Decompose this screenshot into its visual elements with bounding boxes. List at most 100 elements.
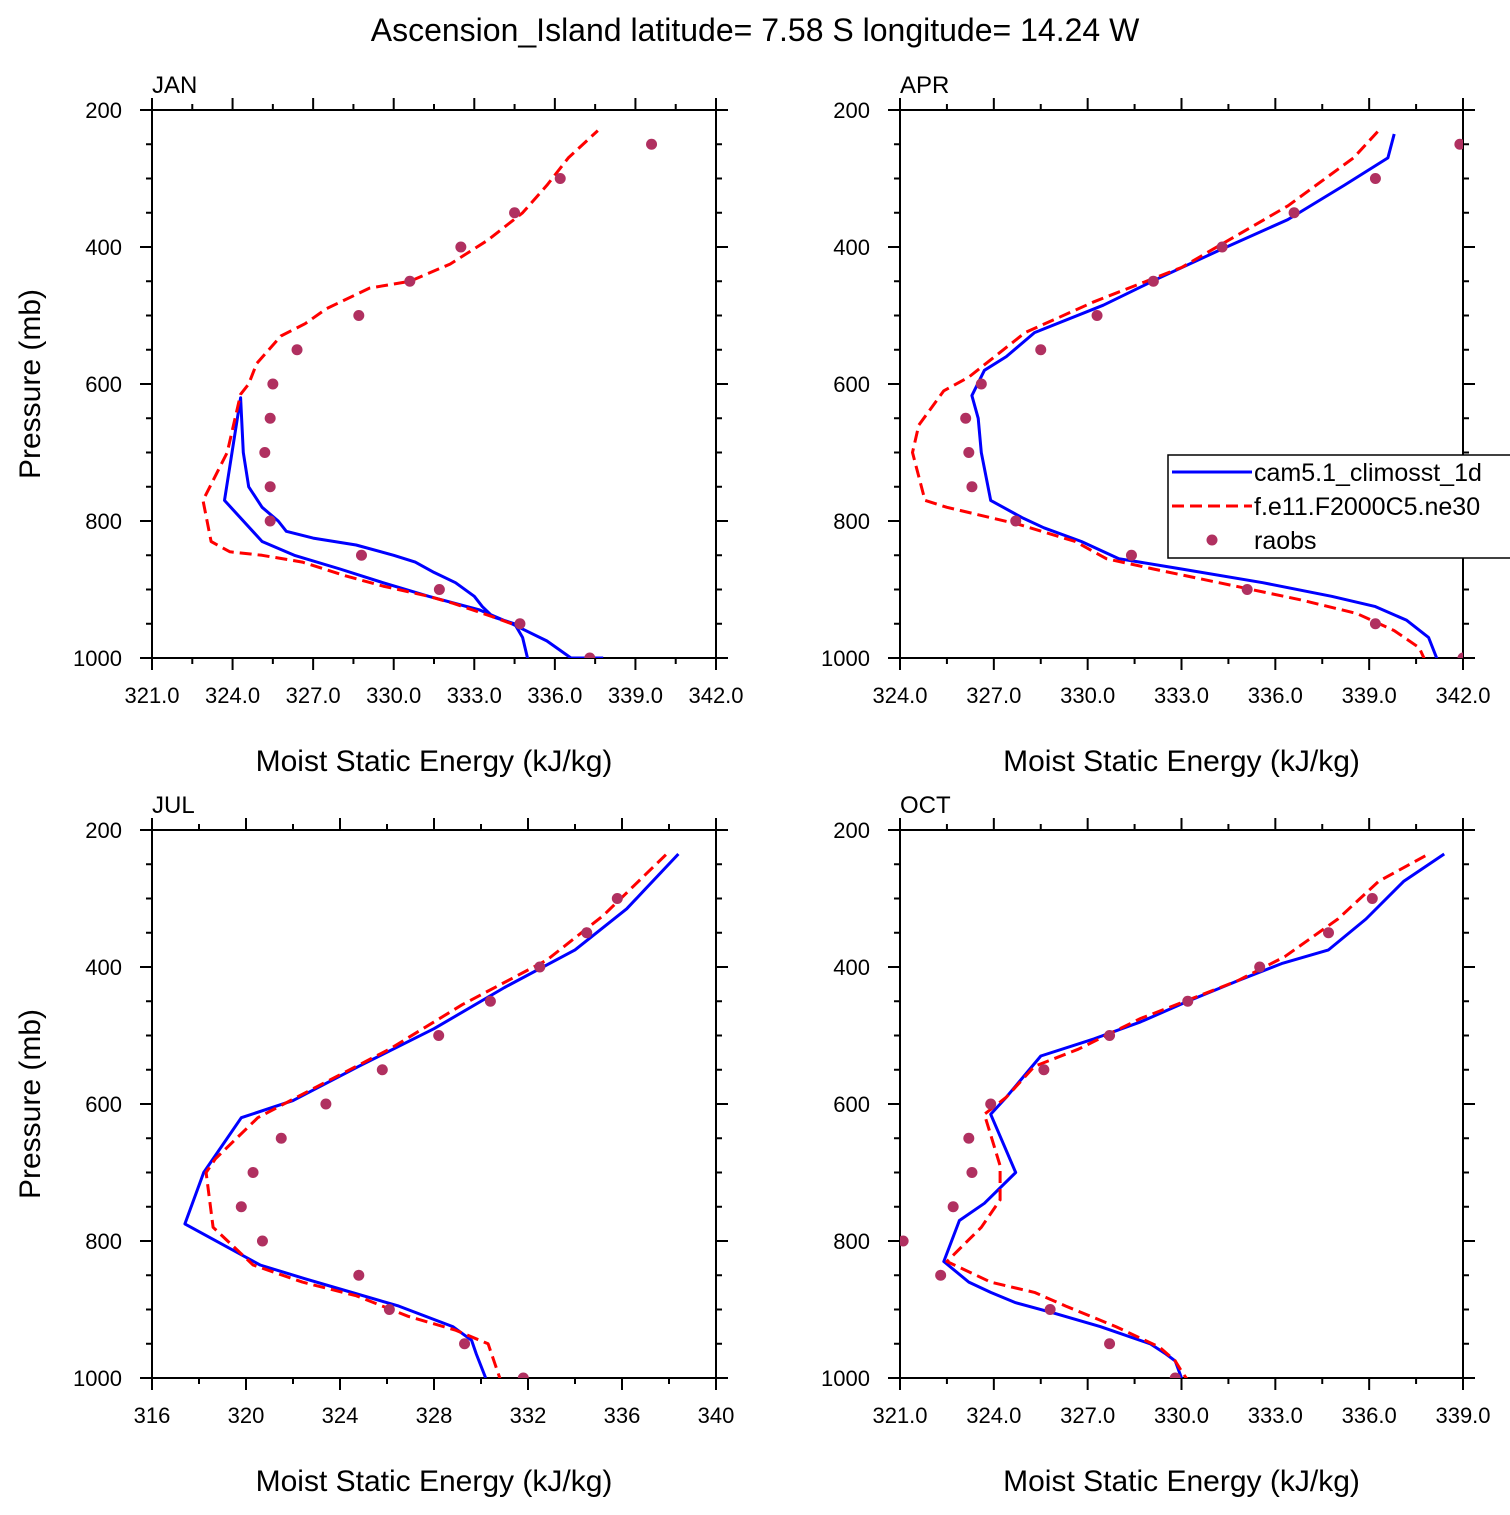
panel-oct: 321.0 324.0 327.0 330.0 333.0 336.0 339.0 200 40… bbox=[821, 792, 1490, 1498]
data-layer bbox=[900, 852, 1446, 1378]
raobs-point bbox=[376, 1064, 388, 1076]
raobs-point bbox=[383, 1304, 395, 1315]
raobs-point bbox=[1241, 584, 1253, 595]
raobs-point bbox=[1147, 275, 1159, 287]
raobs-point bbox=[534, 961, 546, 973]
x-tick-label: 324.0 bbox=[966, 1403, 1021, 1428]
y-tick-label: 600 bbox=[833, 372, 870, 397]
y-tick-label: 200 bbox=[833, 98, 870, 123]
panel-label: APR bbox=[900, 72, 949, 99]
raobs-point bbox=[611, 893, 623, 904]
y-tick-label: 200 bbox=[833, 818, 870, 843]
raobs-point bbox=[247, 1167, 259, 1178]
x-tick-label: 328 bbox=[416, 1403, 453, 1428]
raobs-point bbox=[935, 1269, 947, 1281]
raobs-point bbox=[584, 652, 596, 658]
x-tick-label: 330.0 bbox=[1060, 683, 1115, 708]
plot-frame bbox=[899, 829, 1464, 1379]
x-axis-title: Moist Static Energy (kJ/kg) bbox=[256, 745, 613, 778]
raobs-point bbox=[1254, 961, 1266, 973]
raobs-point bbox=[1457, 652, 1463, 658]
series-line-cam5-1-climosst-1d bbox=[942, 852, 1446, 1378]
raobs-point bbox=[1169, 1372, 1181, 1378]
y-tick-label: 800 bbox=[85, 509, 122, 534]
raobs-point bbox=[1323, 927, 1335, 939]
y-tick-label: 1000 bbox=[73, 1366, 122, 1391]
raobs-point bbox=[256, 1235, 268, 1247]
legend-label-raobs: raobs bbox=[1254, 527, 1317, 555]
y-tick-label: 1000 bbox=[821, 646, 870, 671]
raobs-point bbox=[900, 1235, 909, 1247]
raobs-point bbox=[1288, 207, 1300, 219]
x-tick-label: 342.0 bbox=[688, 683, 743, 708]
series-line-f-e11-f2000c5-ne30 bbox=[911, 129, 1426, 658]
x-tick-label: 333.0 bbox=[1154, 683, 1209, 708]
panel-label: JAN bbox=[152, 72, 197, 99]
x-tick-label: 324 bbox=[322, 1403, 359, 1428]
raobs-point bbox=[975, 378, 987, 390]
legend-label-f-e11-f2000c5-ne30: f.e11.F2000C5.ne30 bbox=[1254, 493, 1480, 521]
y-tick-label: 400 bbox=[85, 235, 122, 260]
raobs-point bbox=[960, 412, 972, 424]
raobs-point bbox=[355, 549, 367, 561]
raobs-point bbox=[320, 1098, 332, 1110]
y-tick-label: 400 bbox=[833, 235, 870, 260]
raobs-point bbox=[1125, 549, 1137, 561]
x-tick-label: 330.0 bbox=[1154, 1403, 1209, 1428]
raobs-point bbox=[554, 173, 566, 184]
legend: cam5.1_climosst_1d f.e11.F2000C5.ne30 raob… bbox=[1167, 454, 1510, 559]
raobs-point bbox=[1454, 138, 1463, 150]
series-line-f-e11-f2000c5-ne30 bbox=[201, 129, 599, 626]
raobs-point bbox=[1369, 618, 1381, 630]
raobs-point bbox=[963, 447, 975, 458]
y-axis-title: Pressure (mb) bbox=[14, 289, 47, 479]
y-tick-label: 1000 bbox=[821, 1366, 870, 1391]
raobs-point bbox=[353, 1269, 365, 1281]
x-axis-title: Moist Static Energy (kJ/kg) bbox=[256, 1465, 613, 1498]
y-tick-label: 600 bbox=[85, 1092, 122, 1117]
x-tick-label: 321.0 bbox=[872, 1403, 927, 1428]
x-tick-label: 330.0 bbox=[366, 683, 421, 708]
x-axis-title: Moist Static Energy (kJ/kg) bbox=[1003, 745, 1360, 778]
raobs-point bbox=[433, 1030, 445, 1041]
raobs-point bbox=[1366, 893, 1378, 904]
raobs-point bbox=[963, 1132, 975, 1144]
x-tick-label: 339.0 bbox=[1435, 1403, 1490, 1428]
x-tick-label: 339.0 bbox=[1342, 683, 1397, 708]
panel-jul: 316 320 324 328 332 336 340 200 400 600 800 1000 JUL… bbox=[14, 792, 734, 1498]
data-layer bbox=[183, 852, 680, 1378]
raobs-point bbox=[966, 481, 978, 493]
raobs-point bbox=[267, 378, 279, 390]
y-tick-label: 1000 bbox=[73, 646, 122, 671]
y-tick-label: 400 bbox=[833, 955, 870, 980]
series-line-cam5-1-climosst-1d bbox=[970, 133, 1439, 658]
raobs-point bbox=[646, 138, 658, 150]
series-line-cam5-1-climosst-1d bbox=[223, 396, 604, 658]
data-layer bbox=[201, 129, 658, 658]
y-tick-label: 800 bbox=[833, 509, 870, 534]
x-tick-label: 327.0 bbox=[966, 683, 1021, 708]
raobs-point bbox=[264, 515, 276, 527]
raobs-point bbox=[404, 275, 416, 287]
raobs-point bbox=[514, 618, 526, 630]
x-tick-label: 321.0 bbox=[124, 683, 179, 708]
x-tick-label: 316 bbox=[134, 1403, 171, 1428]
x-tick-label: 336 bbox=[604, 1403, 641, 1428]
y-tick-label: 400 bbox=[85, 955, 122, 980]
raobs-point bbox=[1044, 1304, 1056, 1315]
raobs-point bbox=[1369, 173, 1381, 184]
y-tick-label: 200 bbox=[85, 818, 122, 843]
legend-marker-raobs bbox=[1206, 534, 1218, 546]
x-tick-label: 342.0 bbox=[1435, 683, 1490, 708]
raobs-point bbox=[259, 447, 271, 458]
raobs-point bbox=[484, 995, 496, 1007]
x-axis-title: Moist Static Energy (kJ/kg) bbox=[1003, 1465, 1360, 1498]
plot-frame bbox=[151, 109, 717, 659]
raobs-point bbox=[1038, 1064, 1050, 1076]
y-axis-title: Pressure (mb) bbox=[14, 1009, 47, 1199]
raobs-point bbox=[1010, 515, 1022, 527]
x-tick-label: 336.0 bbox=[1248, 683, 1303, 708]
x-tick-label: 336.0 bbox=[527, 683, 582, 708]
